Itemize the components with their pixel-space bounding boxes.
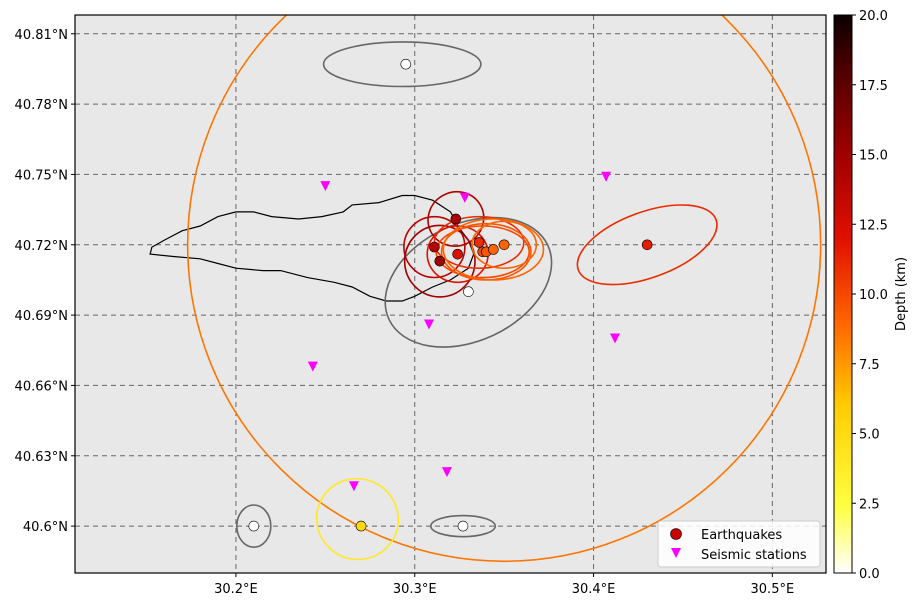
colorbar-tick-label: 17.5 [859, 79, 888, 94]
y-tick-label: 40.63°N [15, 450, 68, 465]
y-tick-label: 40.75°N [15, 168, 68, 183]
error-ellipse [315, 477, 400, 561]
seismic-stations [307, 171, 621, 492]
x-tick-label: 30.4°E [572, 582, 616, 597]
axis-ticks: 30.2°E 30.3°E 30.4°E 30.5°E 40.6°N 40.63°N 40.… [15, 28, 795, 597]
y-tick-label: 40.66°N [15, 379, 68, 394]
colorbar-label: Depth (km) [894, 257, 909, 331]
error-ellipse [186, 15, 822, 562]
error-ellipse [471, 220, 538, 270]
seismic-station-marker [348, 481, 359, 492]
legend-earthquake-marker [670, 528, 682, 540]
earthquake-marker [452, 248, 463, 260]
earthquake-marker [355, 520, 367, 532]
legend-stations-label: Seismic stations [701, 548, 807, 563]
x-tick-label: 30.5°E [751, 582, 795, 597]
y-tick-label: 40.78°N [15, 98, 68, 113]
x-tick-label: 30.2°E [214, 582, 258, 597]
earthquake-marker [473, 237, 485, 248]
y-tick-label: 40.72°N [15, 239, 68, 254]
colorbar-tick-label: 15.0 [859, 149, 888, 164]
seismic-station-marker [441, 467, 452, 478]
error-ellipses [186, 15, 822, 562]
legend: Earthquakes Seismic stations [657, 520, 821, 568]
colorbar-tick-label: 5.0 [859, 428, 880, 443]
earthquake-marker [498, 239, 510, 251]
seismic-station-marker [601, 171, 612, 182]
colorbar: 0.0 2.5 5.0 7.5 10.0 12.5 15.0 17.5 20.0 Depth (… [833, 9, 909, 582]
x-tick-label: 30.3°E [393, 582, 437, 597]
legend-box [657, 520, 821, 568]
grid-lines [75, 15, 826, 573]
seismic-station-marker [610, 333, 621, 344]
earthquakes [355, 213, 653, 532]
earthquake-marker [488, 244, 499, 255]
plot-area [75, 15, 826, 573]
earthquake-marker [434, 255, 446, 267]
colorbar-tick-label: 12.5 [859, 218, 888, 233]
plot-frame [74, 14, 827, 574]
colorbar-tick-label: 10.0 [859, 288, 888, 303]
colorbar-tick-label: 20.0 [859, 9, 888, 24]
seismic-station-marker [307, 361, 318, 372]
error-ellipse [322, 41, 482, 88]
earthquake-marker [429, 241, 440, 253]
seismic-station-marker [424, 319, 435, 330]
error-ellipse [576, 204, 718, 286]
y-tick-label: 40.6°N [23, 520, 68, 535]
unlocated-event-marker [463, 286, 474, 297]
y-tick-label: 40.81°N [15, 28, 68, 43]
legend-station-marker [671, 548, 681, 558]
error-ellipse [430, 514, 497, 538]
seismic-station-marker [459, 192, 470, 203]
colorbar-tick-label: 7.5 [859, 358, 880, 373]
legend-earthquakes-label: Earthquakes [701, 528, 782, 543]
error-ellipse [442, 218, 545, 281]
colorbar-tick-label: 2.5 [859, 497, 880, 512]
colorbar-gradient [833, 14, 853, 574]
colorbar-tick-label: 0.0 [859, 567, 880, 582]
unlocated-event-marker [400, 58, 412, 70]
unlocated-events [248, 58, 474, 532]
seismic-station-marker [320, 181, 331, 192]
colorbar-ticks: 0.0 2.5 5.0 7.5 10.0 12.5 15.0 17.5 20.0 [852, 9, 888, 582]
error-ellipse [236, 504, 272, 549]
error-ellipse [403, 224, 476, 298]
error-ellipse [403, 215, 466, 279]
earthquake-marker [450, 213, 462, 225]
earthquake-marker [641, 239, 653, 251]
unlocated-event-marker [248, 520, 260, 532]
y-tick-label: 40.69°N [15, 309, 68, 324]
unlocated-event-marker [457, 520, 469, 532]
